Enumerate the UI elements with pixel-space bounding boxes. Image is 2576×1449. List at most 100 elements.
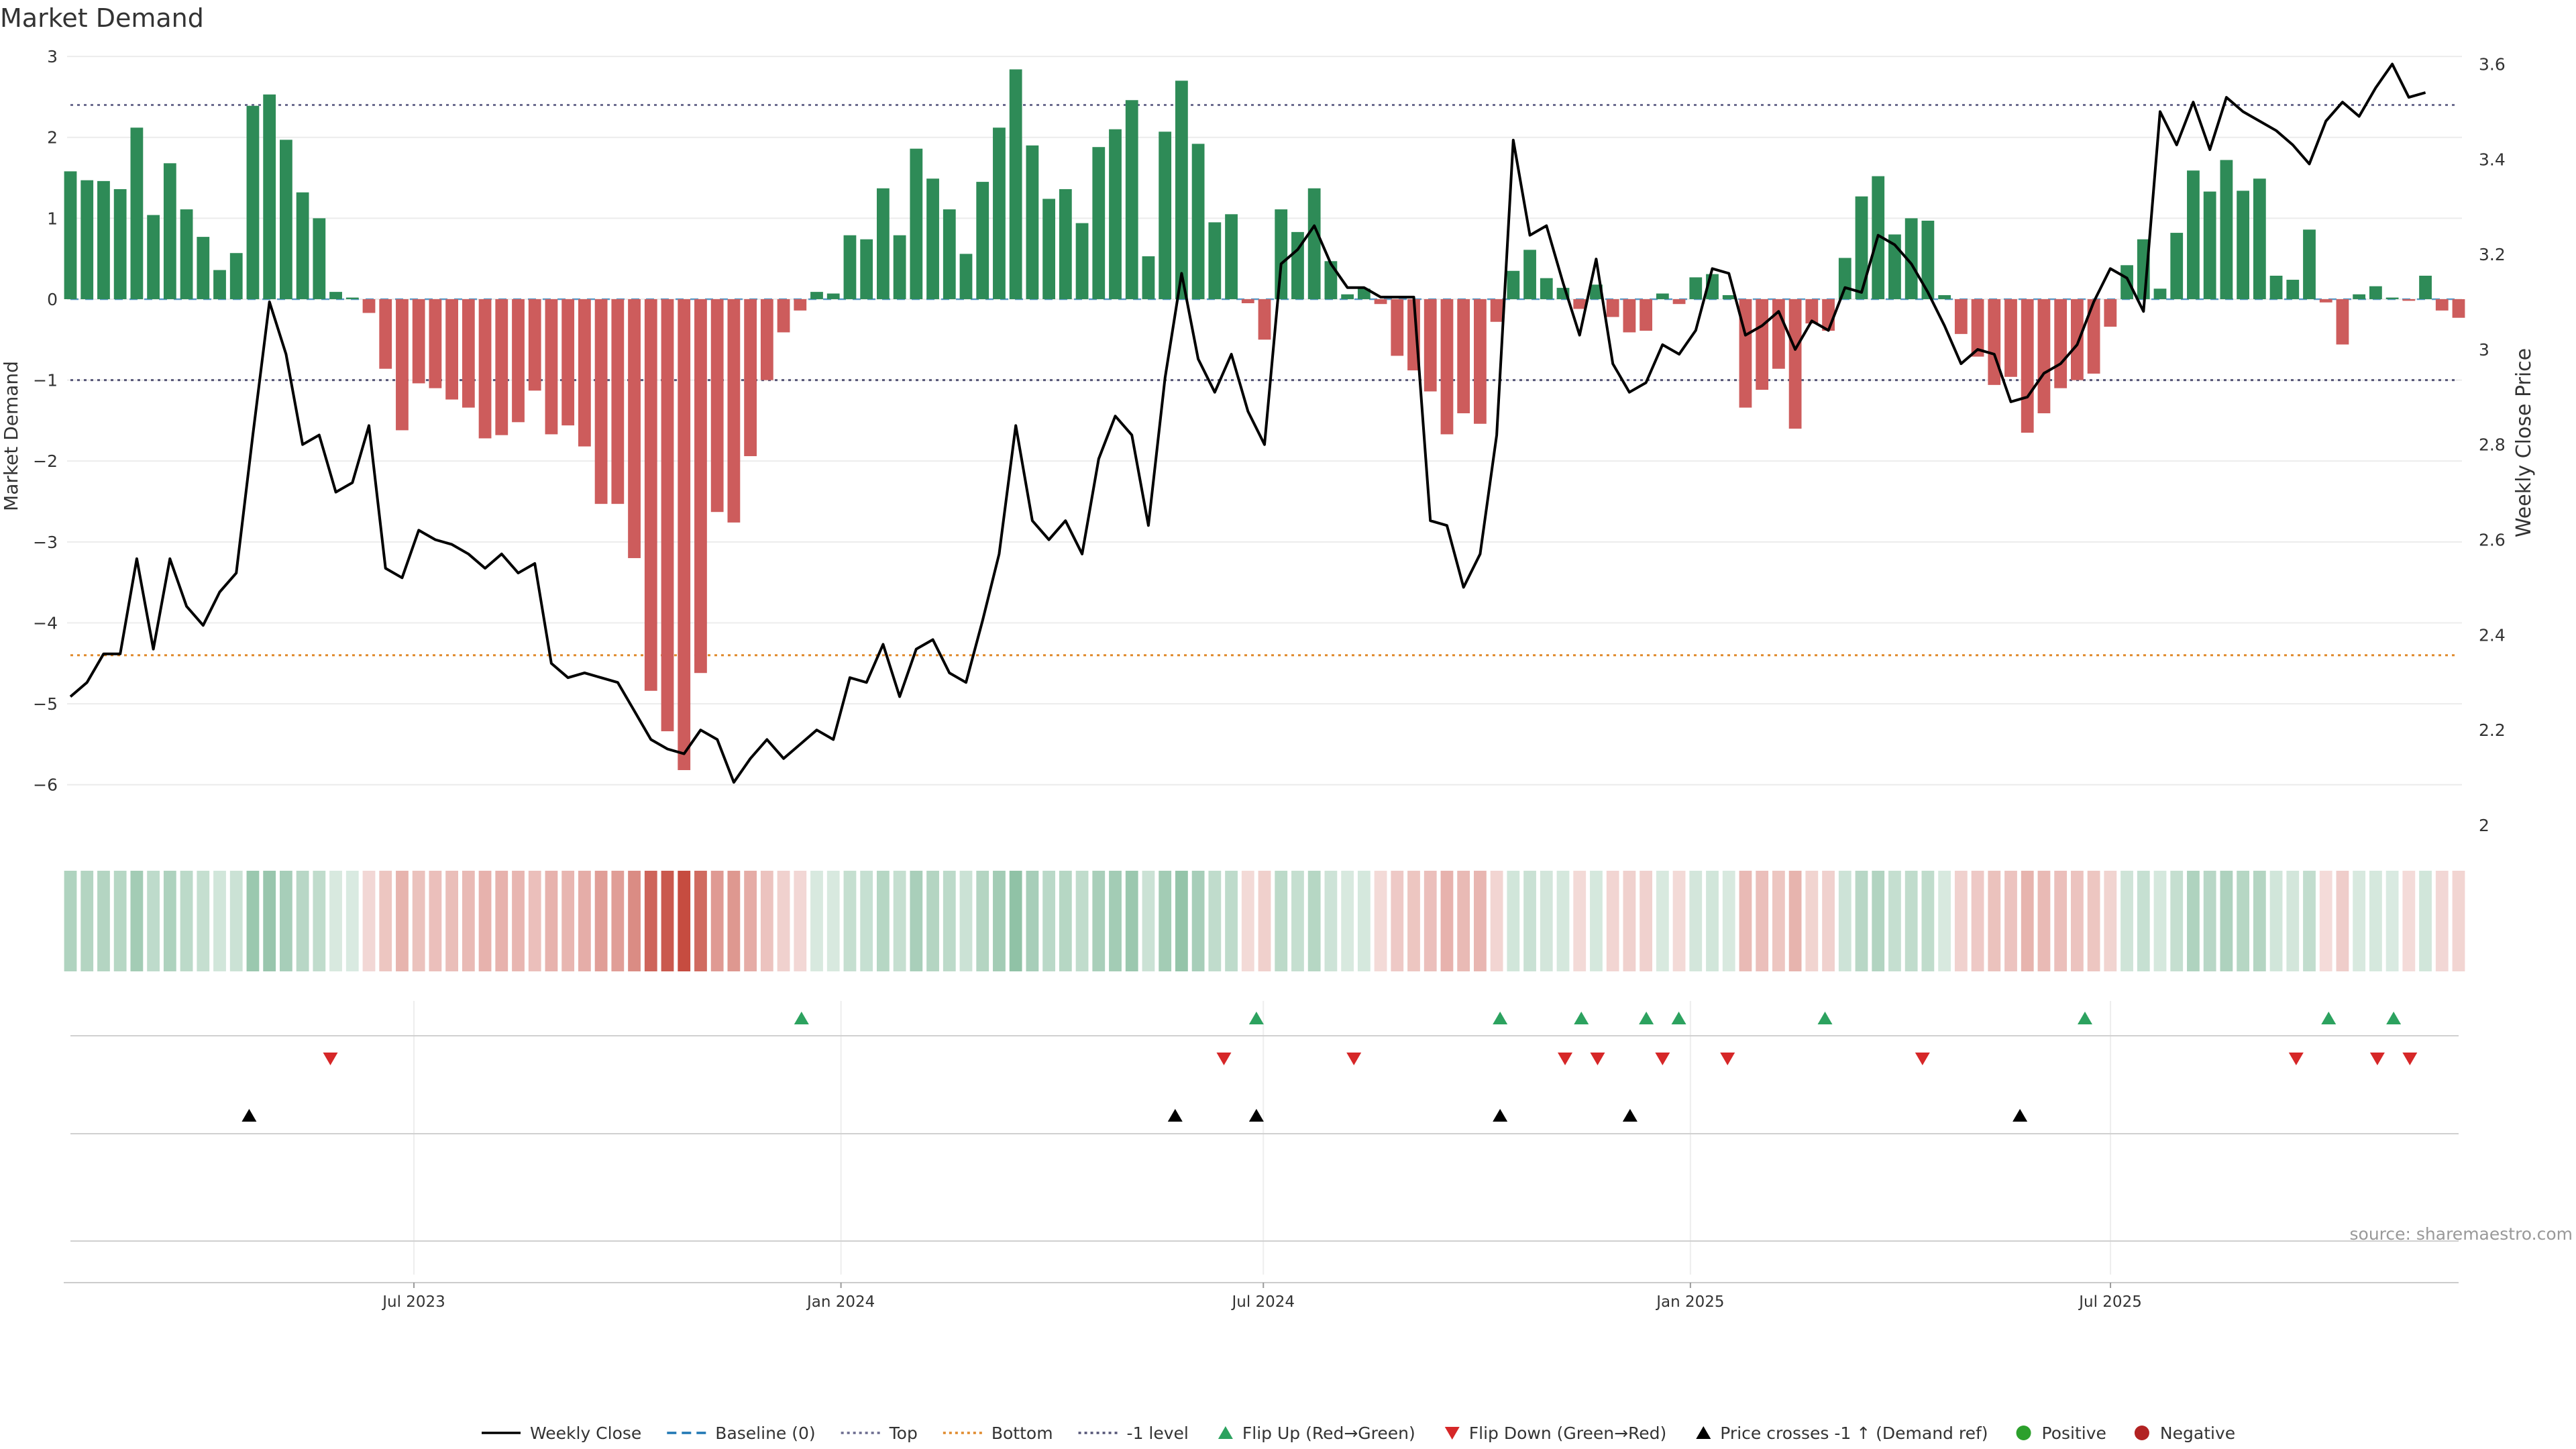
legend-label: Weekly Close	[530, 1424, 641, 1443]
x-tick-label: Jul 2024	[1230, 1293, 1295, 1311]
demand-bar	[2170, 233, 2184, 299]
demand-bar	[1507, 270, 1520, 299]
legend-swatch	[2016, 1426, 2031, 1440]
flip-up-marker	[1248, 1012, 1264, 1024]
demand-bar	[2385, 297, 2399, 299]
demand-bar	[1573, 299, 1587, 309]
heat-cell	[2303, 871, 2316, 971]
demand-bar	[561, 299, 575, 426]
demand-bar	[1275, 209, 1288, 299]
demand-bar	[777, 299, 790, 333]
flip-down-marker	[1915, 1053, 1930, 1065]
demand-bar	[826, 293, 840, 299]
demand-bar	[545, 299, 558, 435]
y-tick-label: −4	[33, 613, 58, 633]
legend-item: -1 level	[1078, 1424, 1189, 1443]
demand-bar	[993, 127, 1006, 299]
demand-bar	[1142, 256, 1155, 299]
flip-down-marker	[1655, 1053, 1670, 1065]
demand-bar	[412, 299, 425, 384]
demand-bar	[1822, 299, 1835, 331]
price-cross-marker	[1493, 1109, 1508, 1122]
demand-bar	[279, 140, 292, 299]
price-cross-marker	[1248, 1109, 1264, 1122]
demand-bar	[1971, 299, 1984, 357]
heat-cell	[926, 871, 939, 971]
demand-bar	[810, 292, 823, 299]
price-cross-marker	[2012, 1109, 2028, 1122]
heat-cell	[1540, 871, 1553, 971]
demand-bar	[2121, 265, 2133, 299]
heat-cell	[1059, 871, 1072, 971]
legend-label: Price crosses -1 ↑ (Demand ref)	[1720, 1424, 1988, 1443]
demand-bar	[1838, 258, 1851, 299]
y2-tick-label: 3	[2479, 340, 2489, 360]
heat-cell	[2104, 871, 2117, 971]
heat-cell	[2269, 871, 2283, 971]
heat-cell	[2237, 871, 2250, 971]
demand-bar	[1026, 145, 1039, 299]
heat-cell	[1822, 871, 1835, 971]
demand-bar	[2402, 299, 2416, 301]
heat-cell	[993, 871, 1006, 971]
heat-cell	[163, 871, 176, 971]
legend-label: Top	[889, 1424, 918, 1443]
heat-cell	[445, 871, 459, 971]
heat-cell	[1142, 871, 1155, 971]
demand-bar	[1374, 299, 1387, 305]
demand-bar	[926, 178, 939, 299]
heat-cell	[1938, 871, 1951, 971]
heat-cell	[1855, 871, 1868, 971]
heat-cell	[1606, 871, 1619, 971]
x-tick-label: Jan 2024	[806, 1293, 875, 1311]
y-tick-label: −2	[33, 451, 58, 471]
demand-bar	[943, 209, 956, 299]
flip-down-marker	[1590, 1053, 1605, 1065]
demand-bar	[2004, 299, 2017, 377]
heat-cell	[2452, 871, 2465, 971]
heat-cell	[611, 871, 625, 971]
heat-cell	[2369, 871, 2382, 971]
demand-bar	[1291, 231, 1304, 299]
heat-cell	[213, 871, 226, 971]
heat-cell	[2153, 871, 2167, 971]
heat-cell	[197, 871, 210, 971]
heat-cell	[412, 871, 425, 971]
flip-down-marker	[1720, 1053, 1735, 1065]
heat-cell	[1341, 871, 1354, 971]
demand-bar	[578, 299, 591, 447]
heat-cell	[1954, 871, 1968, 971]
flip-up-marker	[1817, 1012, 1833, 1024]
heat-cell	[678, 871, 691, 971]
demand-bar	[1954, 299, 1968, 334]
demand-bar	[1855, 196, 1868, 299]
heat-cell	[1640, 871, 1653, 971]
demand-bar	[180, 209, 193, 299]
heat-cell	[512, 871, 525, 971]
demand-bar	[2220, 160, 2233, 299]
demand-bar	[396, 299, 409, 431]
x-axis-ticks: Jul 2023 Jan 2024 Jul 2024 Jan 2025 Jul 2025	[64, 1282, 2459, 1311]
heat-cell	[1042, 871, 1056, 971]
demand-bar	[1391, 299, 1404, 356]
demand-bar	[1175, 80, 1188, 299]
heat-cell	[1026, 871, 1039, 971]
heat-cell	[727, 871, 741, 971]
demand-bar	[246, 105, 260, 299]
demand-bar	[1324, 261, 1338, 299]
flip-up-marker	[1639, 1012, 1654, 1024]
heat-cell	[1291, 871, 1304, 971]
legend-item: Price crosses -1 ↑ (Demand ref)	[1696, 1424, 1988, 1443]
demand-bar	[1473, 299, 1487, 424]
demand-bar	[876, 188, 890, 299]
heat-cell	[2021, 871, 2034, 971]
heat-cell	[462, 871, 475, 971]
heat-cell	[1457, 871, 1470, 971]
legend-label: Positive	[2042, 1424, 2106, 1443]
heat-cell	[1888, 871, 1901, 971]
demand-bar	[80, 180, 94, 299]
demand-bar	[2153, 288, 2167, 299]
heat-cell	[2170, 871, 2184, 971]
heat-cell	[1473, 871, 1487, 971]
demand-bar	[1640, 299, 1653, 331]
